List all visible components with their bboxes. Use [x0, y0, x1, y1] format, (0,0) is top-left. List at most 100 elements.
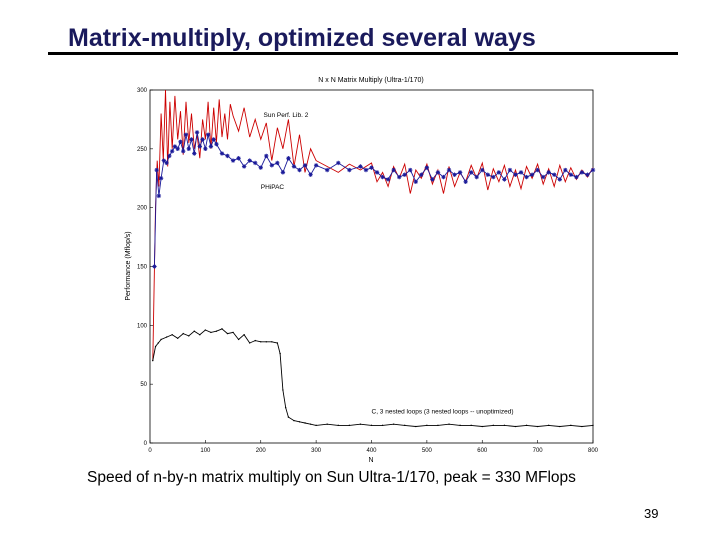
data-point [419, 172, 424, 177]
data-point [568, 172, 574, 177]
data-point [208, 144, 214, 149]
data-point [525, 424, 528, 427]
data-point [370, 424, 373, 427]
data-point [502, 177, 507, 182]
data-point [468, 170, 474, 175]
x-tick-group: 0 100 200 300 400 500 600 700 800 [148, 440, 599, 454]
data-point [211, 137, 216, 142]
series-2 [152, 328, 594, 428]
data-point [297, 167, 302, 173]
data-point [236, 156, 241, 161]
data-point [265, 341, 267, 343]
data-point [540, 174, 546, 180]
annotation-label: Sun Perf. Lib. 2 [264, 112, 309, 119]
data-point [391, 167, 396, 173]
data-point [271, 341, 273, 343]
data-point [269, 163, 275, 168]
data-point [590, 167, 596, 173]
y-tick-label: 250 [137, 147, 148, 153]
y-tick-label: 0 [144, 441, 148, 447]
data-point [535, 167, 540, 173]
data-point [182, 332, 184, 335]
data-point [254, 339, 256, 342]
data-point [369, 165, 374, 170]
series-line [152, 89, 594, 361]
data-point [392, 423, 395, 425]
data-point [188, 335, 190, 337]
data-point [408, 167, 413, 173]
data-point [165, 336, 168, 338]
data-point [193, 330, 195, 332]
data-point [402, 172, 407, 177]
data-point [167, 153, 172, 159]
data-point [457, 170, 463, 175]
data-point [308, 172, 313, 177]
y-tick-label: 300 [137, 88, 148, 94]
data-point [225, 153, 230, 159]
data-point [157, 342, 160, 344]
data-point [203, 146, 208, 152]
data-point [592, 424, 594, 427]
series-group [152, 89, 596, 428]
data-point [176, 337, 179, 339]
data-point [199, 334, 201, 336]
data-point [171, 334, 173, 336]
data-point [581, 425, 583, 428]
data-point [441, 174, 446, 180]
slide-caption: Speed of n-by-n matrix multiply on Sun U… [87, 469, 576, 486]
x-axis-label: N [368, 457, 373, 464]
data-point [156, 193, 162, 199]
data-point [448, 423, 450, 425]
annotation-label: PHiPAC [261, 184, 285, 191]
data-point [178, 139, 183, 144]
data-point [524, 174, 529, 180]
page-number: 39 [644, 506, 659, 521]
data-point [248, 342, 251, 344]
data-point [192, 151, 197, 156]
x-tick-label: 300 [311, 448, 322, 454]
data-point [309, 423, 312, 425]
data-point [298, 421, 301, 423]
data-point [175, 146, 180, 152]
data-point [280, 170, 286, 175]
data-point [579, 170, 585, 175]
data-point [181, 148, 186, 154]
data-point [204, 329, 207, 331]
y-tick-label: 100 [137, 323, 148, 329]
data-point [485, 172, 490, 177]
data-point [529, 172, 535, 177]
data-point [552, 172, 557, 177]
data-point [325, 167, 330, 173]
data-point [287, 416, 290, 418]
data-point [291, 164, 297, 169]
data-point [559, 425, 561, 428]
data-point [574, 174, 579, 180]
data-point [337, 424, 339, 427]
data-point [210, 331, 212, 334]
data-point [380, 174, 385, 180]
data-point [315, 424, 317, 427]
x-tick-label: 500 [422, 448, 433, 454]
y-tick-label: 150 [137, 265, 148, 271]
data-point [463, 179, 468, 184]
data-point [496, 170, 502, 175]
data-point [363, 167, 369, 173]
data-point [396, 174, 402, 180]
data-point [219, 151, 225, 156]
data-point [437, 424, 439, 427]
data-point [253, 160, 258, 166]
data-point [570, 424, 572, 427]
data-point [459, 424, 461, 427]
data-point [169, 148, 175, 154]
data-point [258, 165, 263, 170]
data-point [413, 179, 418, 184]
data-point [237, 338, 240, 341]
data-point [241, 164, 247, 169]
data-point [304, 422, 306, 424]
data-point [514, 425, 517, 428]
data-point [470, 424, 472, 427]
chart-title: N x N Matrix Multiply (Ultra-1/170) [318, 77, 423, 84]
data-point [205, 132, 211, 137]
x-tick-label: 200 [256, 448, 267, 454]
